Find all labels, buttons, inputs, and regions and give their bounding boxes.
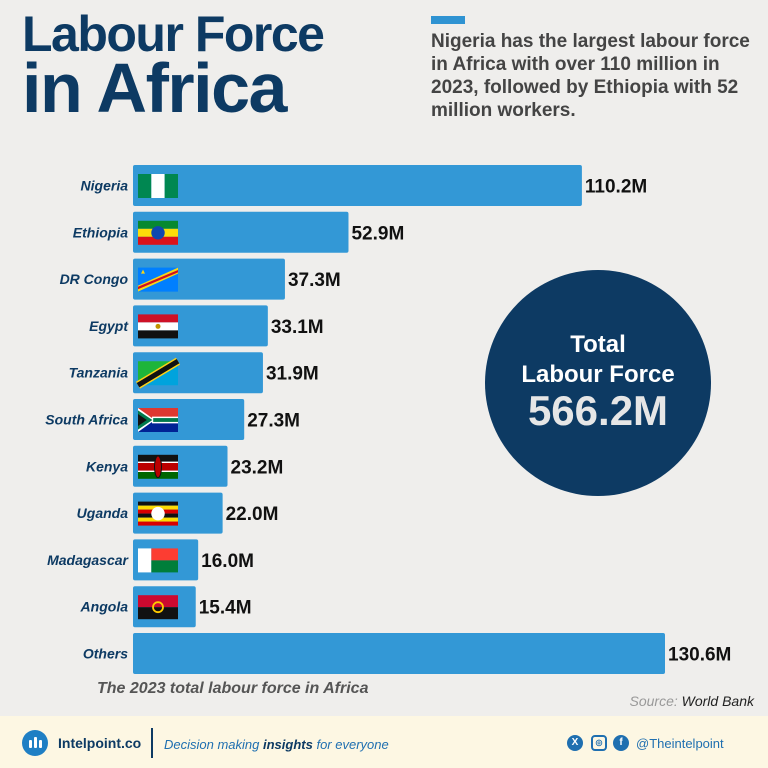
title-line-2: in Africa xyxy=(22,49,287,127)
kenya-flag-icon xyxy=(138,454,178,479)
flag-stripe xyxy=(164,174,178,198)
tanzania-flag-icon xyxy=(135,357,181,389)
total-badge-line1: Total xyxy=(570,331,626,358)
category-label: Kenya xyxy=(86,458,128,474)
social-handle[interactable]: @Theintelpoint xyxy=(636,736,724,751)
title-line-1: Labour Force xyxy=(22,6,325,62)
flag-stripe xyxy=(138,414,147,426)
value-label: 27.3M xyxy=(247,411,300,432)
chart-caption: The 2023 total labour force in Africa xyxy=(97,680,369,697)
tagline-pre: Decision making xyxy=(164,737,263,752)
tagline: Decision making insights for everyone xyxy=(164,737,389,752)
source-value: World Bank xyxy=(681,693,754,709)
bar-chart: Nigeria 110.2M Ethiopia 52.9M DR Congo 37.3M E… xyxy=(45,165,731,674)
category-label: Ethiopia xyxy=(73,224,128,240)
value-label: 52.9M xyxy=(351,223,404,244)
instagram-icon[interactable]: ◎ xyxy=(591,735,607,751)
drcongo-flag-icon xyxy=(138,267,178,292)
value-label: 110.2M xyxy=(585,177,647,198)
flag-stripe xyxy=(153,418,178,422)
facebook-icon[interactable]: f xyxy=(613,735,629,751)
flag-emblem xyxy=(151,226,165,240)
value-label: 37.3M xyxy=(288,270,341,291)
flag-stripe xyxy=(138,270,178,290)
total-badge xyxy=(485,270,711,496)
category-label: Egypt xyxy=(89,318,129,334)
category-label: Others xyxy=(83,646,128,662)
madagascar-flag-icon xyxy=(138,548,178,573)
total-badge-line2: Labour Force xyxy=(521,361,674,388)
flag-stripe xyxy=(138,501,178,506)
category-label: Angola xyxy=(80,599,129,615)
category-label: Uganda xyxy=(77,505,129,521)
subtitle: Nigeria has the largest labour force in … xyxy=(431,31,750,121)
tagline-bold: insights xyxy=(263,737,313,752)
flag-star xyxy=(141,269,145,274)
egypt-flag-icon xyxy=(138,314,178,339)
value-label: 15.4M xyxy=(199,598,252,619)
flag-emblem xyxy=(151,506,165,521)
intelpoint-logo-icon[interactable] xyxy=(22,730,48,756)
flag-stripe xyxy=(138,174,152,198)
flag-stripe xyxy=(151,548,178,561)
southafrica-flag-icon xyxy=(138,408,178,432)
angola-flag-icon xyxy=(138,595,178,620)
uganda-flag-icon xyxy=(138,501,178,526)
category-label: South Africa xyxy=(45,412,128,428)
value-label: 130.6M xyxy=(668,645,731,666)
flag-stripe xyxy=(138,220,178,229)
flag-stripe xyxy=(138,595,178,608)
footer: Intelpoint.co Decision making insights f… xyxy=(0,716,768,768)
flag-stripe xyxy=(151,174,165,198)
value-label: 22.0M xyxy=(226,504,279,525)
category-label: Tanzania xyxy=(69,365,129,381)
bar-ethiopia xyxy=(133,211,349,253)
ethiopia-flag-icon xyxy=(138,220,178,245)
value-label: 33.1M xyxy=(271,317,324,338)
bar-others xyxy=(133,633,665,674)
flag-stripe xyxy=(138,548,152,573)
category-label: DR Congo xyxy=(60,271,129,287)
flag-stripe xyxy=(138,521,178,526)
footer-divider xyxy=(151,728,153,758)
brand-name[interactable]: Intelpoint.co xyxy=(58,735,142,751)
source-label: Source: xyxy=(629,693,678,709)
flag-stripe xyxy=(138,314,178,323)
value-label: 23.2M xyxy=(231,457,284,478)
flag-stripe xyxy=(136,359,180,388)
flag-stripe xyxy=(138,330,178,339)
flag-stripe xyxy=(151,560,178,573)
flag-emblem xyxy=(154,455,162,479)
category-label: Nigeria xyxy=(81,178,129,194)
value-label: 16.0M xyxy=(201,551,254,572)
value-label: 31.9M xyxy=(266,364,319,385)
flag-stripe xyxy=(138,607,178,620)
nigeria-flag-icon xyxy=(138,174,178,198)
tagline-post: for everyone xyxy=(312,737,389,752)
source-note: Source: World Bank xyxy=(630,693,755,709)
flag-emblem xyxy=(155,323,161,329)
flag-emblem xyxy=(152,601,164,614)
accent-bar xyxy=(431,16,465,24)
bar-nigeria xyxy=(133,165,582,206)
flag-stripe xyxy=(138,236,178,245)
category-label: Madagascar xyxy=(47,552,129,568)
total-badge-value: 566.2M xyxy=(528,387,668,434)
x-icon[interactable]: X xyxy=(567,735,583,751)
